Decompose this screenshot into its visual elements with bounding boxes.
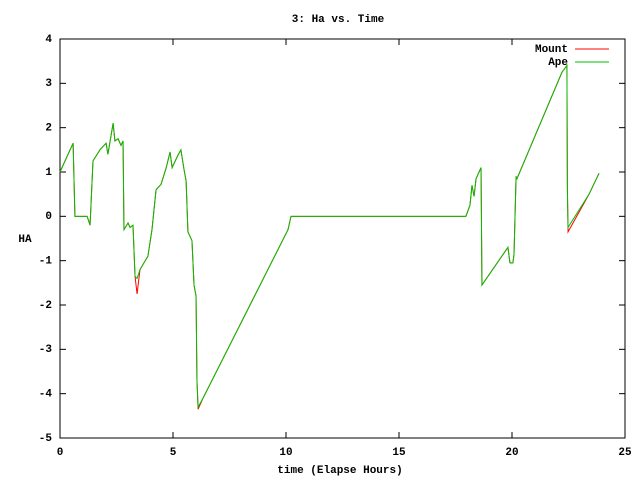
chart-title: 3: Ha vs. Time xyxy=(292,14,385,26)
plot-frame xyxy=(59,38,626,439)
y-tick-label: -3 xyxy=(39,344,53,356)
x-tick-label: 20 xyxy=(505,447,518,459)
legend-label: Mount xyxy=(535,44,568,56)
y-tick-label: -4 xyxy=(39,389,53,401)
y-tick-label: 4 xyxy=(45,34,52,46)
x-tick-label: 25 xyxy=(618,447,632,459)
x-axis-label: time (Elapse Hours) xyxy=(277,465,402,477)
y-tick-label: 3 xyxy=(45,78,52,90)
x-tick-label: 10 xyxy=(279,447,292,459)
x-tick-label: 0 xyxy=(57,447,64,459)
legend-label: Ape xyxy=(548,57,568,69)
y-axis-label: HA xyxy=(18,234,32,246)
x-tick-label: 5 xyxy=(170,447,177,459)
data-line xyxy=(59,64,600,409)
x-tick-label: 15 xyxy=(392,447,406,459)
y-tick-label: -5 xyxy=(39,433,53,445)
y-tick-label: 1 xyxy=(45,167,52,179)
y-tick-label: -1 xyxy=(39,256,53,268)
y-tick-label: 2 xyxy=(45,123,52,135)
y-tick-label: 0 xyxy=(45,211,52,223)
y-tick-label: -2 xyxy=(39,300,52,312)
